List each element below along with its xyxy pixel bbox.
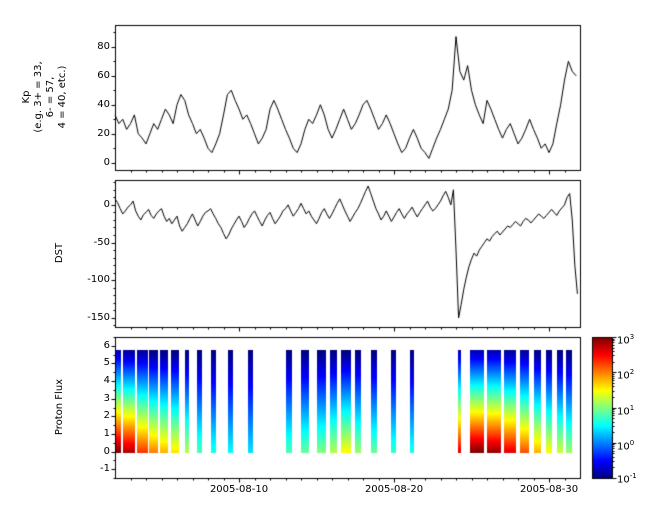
colorbar-base: 10 — [617, 441, 630, 453]
proton-ytick--1: -1 — [100, 463, 110, 474]
xtick-2005-08-10: 2005-08-10 — [209, 484, 269, 495]
colorbar-tick-1e2: 102 — [617, 366, 634, 382]
kp-axis-label-line2: (e.g. 3+ = 33, — [33, 61, 44, 133]
dst-axis-label: DST — [54, 242, 65, 264]
colorbar-exp-1: 1 — [629, 404, 635, 412]
colorbar-exp-3: 3 — [629, 333, 635, 341]
proton-ytick-2: 2 — [103, 410, 110, 421]
kp-ytick-60: 60 — [97, 70, 110, 81]
colorbar-tick-1e-1: 10-1 — [617, 470, 637, 486]
dst-ytick--50: -50 — [93, 237, 110, 248]
colorbar-tick-1e0: 100 — [617, 437, 634, 453]
kp-axis-label: Kp (e.g. 3+ = 33, 6- = 57, 4 = 40, etc.) — [21, 22, 69, 172]
colorbar-exp-0: 0 — [629, 439, 635, 447]
colorbar-base: 10 — [617, 406, 630, 418]
colorbar-tick-1e3: 103 — [617, 331, 634, 347]
proton-ytick-1: 1 — [103, 428, 110, 439]
kp-axis-label-line1: Kp — [21, 90, 32, 104]
colorbar-base: 10 — [617, 335, 630, 347]
colorbar-base: 10 — [617, 474, 630, 486]
proton-ytick-6: 6 — [103, 340, 110, 351]
proton-ytick-4: 4 — [103, 375, 110, 386]
proton-flux-axis-label: Proton Flux — [54, 378, 65, 436]
dst-ytick--100: -100 — [87, 274, 110, 285]
colorbar-exp--1: -1 — [629, 472, 637, 480]
colorbar-base: 10 — [617, 370, 630, 382]
kp-axis-label-line4: 4 = 40, etc.) — [57, 65, 68, 129]
xtick-2005-08-30: 2005-08-30 — [519, 484, 579, 495]
colorbar-tick-1e1: 101 — [617, 402, 634, 418]
kp-ytick-0: 0 — [103, 157, 110, 168]
kp-ytick-40: 40 — [97, 99, 110, 110]
dst-ytick--150: -150 — [87, 312, 110, 323]
proton-ytick-3: 3 — [103, 393, 110, 404]
dst-ytick-0: 0 — [103, 199, 110, 210]
proton-ytick-0: 0 — [103, 446, 110, 457]
xtick-2005-08-20: 2005-08-20 — [364, 484, 424, 495]
kp-ytick-80: 80 — [97, 41, 110, 52]
kp-axis-label-line3: 6- = 57, — [45, 76, 56, 118]
colorbar-exp-2: 2 — [629, 368, 635, 376]
proton-ytick-5: 5 — [103, 357, 110, 368]
kp-ytick-20: 20 — [97, 128, 110, 139]
